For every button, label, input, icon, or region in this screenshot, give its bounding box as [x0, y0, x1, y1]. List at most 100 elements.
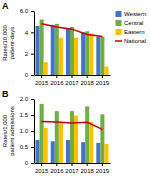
tick-mark [102, 75, 103, 78]
tick-mark [31, 32, 34, 33]
panel: 0 2 4 6.0 20152016201720182019 Rates/10,000pa… [2, 1, 146, 86]
line [42, 24, 103, 37]
panel: 0 0.5 1.0 1.5 2.0 20152016201720182019 Rates/1… [2, 89, 111, 174]
marks [36, 104, 109, 163]
tick: 2017 [65, 75, 79, 86]
bar [44, 62, 48, 75]
tick: 0 [25, 160, 34, 166]
line [42, 121, 103, 129]
tick: 2017 [65, 163, 79, 174]
bar [36, 140, 40, 163]
bar [89, 122, 93, 163]
y-axis-title-line: patient admissions [9, 106, 15, 156]
y-axis-title-line: Rates/10,000 [2, 24, 8, 60]
legend-label: Eastern [124, 29, 145, 35]
tick: 4 [25, 30, 34, 36]
tick: 0 [25, 72, 34, 78]
bar [100, 37, 104, 75]
tick: 1.5 [20, 112, 34, 118]
legend-entry: Central [116, 20, 144, 26]
bar [40, 104, 44, 163]
panel-title: B [2, 89, 9, 99]
tick-label: 1.0 [20, 128, 29, 134]
tick-label: 1.5 [20, 112, 29, 118]
x-axis: 20152016201720182019 [35, 163, 111, 174]
tick-mark [31, 11, 34, 12]
bar [104, 66, 108, 75]
tick-label: 0.5 [20, 144, 29, 150]
tick-mark [102, 163, 103, 166]
legend-entry: Eastern [116, 29, 145, 35]
tick-label: 2018 [81, 168, 95, 174]
y-axis: 0 2 4 6.0 [20, 8, 35, 78]
bar [81, 32, 85, 75]
tick-label: 2015 [35, 168, 49, 174]
plot: 0 0.5 1.0 1.5 2.0 20152016201720182019 Rates/1… [2, 96, 111, 174]
bar [96, 143, 100, 163]
x-axis: 20152016201720182019 [35, 75, 111, 86]
tick-mark [41, 163, 42, 166]
legend-label: Western [124, 11, 146, 17]
panel-title: A [2, 1, 9, 11]
bar [81, 142, 85, 163]
y-axis: 0 0.5 1.0 1.5 2.0 [20, 96, 35, 166]
bar [36, 26, 40, 75]
bar [96, 37, 100, 75]
axis-line [34, 12, 35, 76]
legend-swatch [116, 29, 122, 35]
legend-swatch [116, 11, 122, 17]
tick-label: 6.0 [20, 8, 29, 14]
marks [36, 20, 109, 75]
chart: 0246.020152016201720182019Rates/10,000pa… [0, 0, 150, 176]
tick-mark [31, 75, 34, 76]
tick-label: 2017 [65, 168, 79, 174]
tick: 2.0 [20, 96, 34, 102]
tick-label: 2.0 [20, 96, 29, 102]
tick-label: 0 [25, 72, 29, 78]
tick-label: 2 [25, 51, 29, 57]
tick-label: 0 [25, 160, 29, 166]
tick-mark [72, 163, 73, 166]
tick-label: 2017 [65, 80, 79, 86]
tick-mark [31, 147, 34, 148]
tick: 2015 [35, 163, 49, 174]
tick-mark [31, 115, 34, 116]
y-axis-title: Rates/10,000patient-days [2, 24, 15, 60]
tick: 2 [25, 51, 34, 57]
y-axis-title-line: Rates/1,000 [2, 114, 8, 147]
bar [40, 20, 44, 75]
bar [85, 31, 89, 75]
tick-mark [31, 54, 34, 55]
tick-mark [31, 99, 34, 100]
tick: 2018 [81, 75, 95, 86]
bar [44, 128, 48, 163]
legend-swatch [115, 40, 122, 42]
tick-mark [72, 75, 73, 78]
bar [66, 140, 70, 163]
bar [51, 141, 55, 163]
tick-label: 2018 [81, 80, 95, 86]
tick: 1.0 [20, 128, 34, 134]
y-axis-title: Rates/1,000patient admissions [2, 106, 15, 156]
tick-label: 2019 [96, 80, 110, 86]
tick-mark [56, 75, 57, 78]
tick: 0.5 [20, 144, 34, 150]
tick-label: 2016 [50, 168, 64, 174]
axis-line [34, 100, 35, 164]
tick: 2018 [81, 163, 95, 174]
legend-label: Central [124, 20, 143, 26]
tick-label: 4 [25, 30, 29, 36]
tick: 2016 [50, 163, 64, 174]
tick-label: 2019 [96, 168, 110, 174]
bar [74, 38, 78, 75]
legend-entry: Western [116, 11, 147, 17]
y-axis-title-line: patient-days [9, 27, 15, 60]
tick-mark [56, 163, 57, 166]
tick-mark [41, 75, 42, 78]
legend: WesternCentralEasternNational [115, 11, 146, 44]
tick: 2016 [50, 75, 64, 86]
tick-mark [31, 131, 34, 132]
legend-swatch [116, 20, 122, 26]
tick-mark [87, 75, 88, 78]
bar [51, 25, 55, 75]
